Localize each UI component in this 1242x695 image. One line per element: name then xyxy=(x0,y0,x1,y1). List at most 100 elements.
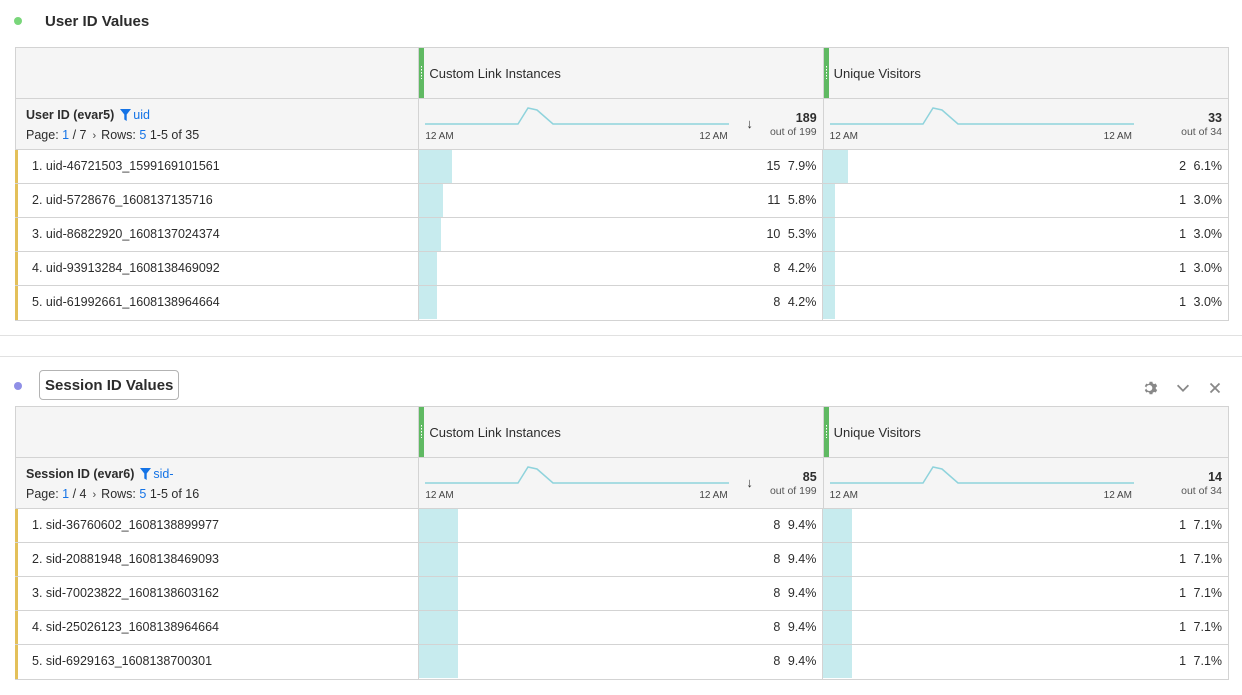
row-label[interactable]: 3. sid-70023822_1608138603162 xyxy=(32,586,219,600)
metric-grand-total: out of 199 xyxy=(769,126,817,138)
metric-percent: 7.1% xyxy=(1193,586,1223,600)
trend-sparkline xyxy=(425,466,730,484)
table-row[interactable]: 3. sid-70023822_1608138603162 8 9.4% 1 7.1% xyxy=(15,577,1228,611)
row-label[interactable]: 1. sid-36760602_1608138899977 xyxy=(32,518,219,532)
filter-chip[interactable]: uid xyxy=(120,108,150,122)
row-dimension-cell: 5. sid-6929163_1608138700301 xyxy=(15,645,419,679)
dimension-label: Session ID (evar6) xyxy=(26,467,135,481)
trend-sparkline xyxy=(829,107,1134,125)
drag-handle[interactable] xyxy=(419,407,425,457)
dimension-name[interactable]: User ID (evar5) uid xyxy=(26,108,150,122)
filter-icon xyxy=(140,468,152,480)
value-bar xyxy=(418,286,437,319)
sparkline-end-label: 12 AM xyxy=(699,490,728,501)
row-label[interactable]: 2. sid-20881948_1608138469093 xyxy=(32,552,219,566)
table-row[interactable]: 2. uid-5728676_1608137135716 11 5.8% 1 3.0% xyxy=(15,184,1228,218)
metric-column-header[interactable]: Custom Link Instances xyxy=(419,48,824,98)
chevron-down-icon[interactable] xyxy=(1174,379,1192,397)
metric-header-row: Custom Link Instances Unique Visitors xyxy=(16,407,1228,458)
metric-value: 8 xyxy=(773,261,781,275)
value-bar xyxy=(418,150,452,183)
drag-handle[interactable] xyxy=(823,48,829,98)
row-label[interactable]: 4. uid-93913284_1608138469092 xyxy=(32,261,220,275)
table-row[interactable]: 5. sid-6929163_1608138700301 8 9.4% 1 7.1% xyxy=(15,645,1228,679)
row-label[interactable]: 5. uid-61992661_1608138964664 xyxy=(32,295,220,309)
panel-header: Session ID Values xyxy=(0,363,1242,407)
filter-icon xyxy=(120,109,132,121)
metric-summary: 12 AM 12 AM 14 out of 34 xyxy=(824,458,1228,508)
metric-value: 11 xyxy=(767,193,781,207)
metric-value: 1 xyxy=(1179,295,1187,309)
metric-column-header[interactable]: Unique Visitors xyxy=(823,48,1228,98)
filter-text: uid xyxy=(133,108,150,122)
table-row[interactable]: 4. sid-25026123_1608138964664 8 9.4% 1 7.1% xyxy=(15,611,1228,645)
page-total: / 7 xyxy=(72,128,87,142)
sparkline-line xyxy=(829,107,1134,125)
table-row[interactable]: 3. uid-86822920_1608137024374 10 5.3% 1 3.0% xyxy=(15,218,1228,252)
table-row[interactable]: 1. uid-46721503_1599169101561 15 7.9% 2 6.1% xyxy=(15,150,1228,184)
metric-percent: 7.1% xyxy=(1193,552,1223,566)
next-page-icon[interactable]: › xyxy=(92,130,97,142)
metric-column-header[interactable]: Custom Link Instances xyxy=(419,407,824,457)
rows-label: Rows: xyxy=(101,128,136,142)
metric-value: 1 xyxy=(1179,586,1187,600)
metric-value: 10 xyxy=(766,227,781,241)
row-label[interactable]: 4. sid-25026123_1608138964664 xyxy=(32,620,219,634)
metric-value: 1 xyxy=(1179,193,1187,207)
table-row[interactable]: 2. sid-20881948_1608138469093 8 9.4% 1 7.1% xyxy=(15,543,1228,577)
drag-handle[interactable] xyxy=(823,407,829,457)
row-label[interactable]: 1. uid-46721503_1599169101561 xyxy=(32,159,220,173)
sparkline-start-label: 12 AM xyxy=(425,131,454,142)
value-bar xyxy=(823,645,853,678)
page-current[interactable]: 1 xyxy=(62,487,70,501)
value-bar xyxy=(418,577,458,610)
metric-value: 8 xyxy=(773,654,781,668)
metric-percent: 9.4% xyxy=(787,654,817,668)
metric-label: Unique Visitors xyxy=(833,66,921,81)
table-row[interactable]: 5. uid-61992661_1608138964664 8 4.2% 1 3.0% xyxy=(15,286,1228,320)
rows-selector[interactable]: 5 xyxy=(139,487,147,501)
gear-icon[interactable] xyxy=(1142,379,1160,397)
filter-chip[interactable]: sid- xyxy=(140,467,174,481)
metric-label: Custom Link Instances xyxy=(429,425,561,440)
sort-descending-icon[interactable]: ↓ xyxy=(746,116,753,131)
dimension-header: User ID (evar5) uid Page: 1 / 7 › Rows: 5 1-… xyxy=(16,99,420,149)
metric-label: Custom Link Instances xyxy=(429,66,561,81)
row-label[interactable]: 2. uid-5728676_1608137135716 xyxy=(32,193,213,207)
sparkline-line xyxy=(425,107,730,125)
drag-handle[interactable] xyxy=(419,48,425,98)
page-current[interactable]: 1 xyxy=(62,128,70,142)
freeform-table: Custom Link Instances Unique Visitors User… xyxy=(15,47,1229,321)
rows-selector[interactable]: 5 xyxy=(139,128,147,142)
metric-column-header[interactable]: Unique Visitors xyxy=(823,407,1228,457)
row-label[interactable]: 3. uid-86822920_1608137024374 xyxy=(32,227,220,241)
metric-value: 1 xyxy=(1179,552,1187,566)
table-row[interactable]: 4. uid-93913284_1608138469092 8 4.2% 1 3.0% xyxy=(15,252,1228,286)
next-page-icon[interactable]: › xyxy=(92,489,97,501)
table-row[interactable]: 1. sid-36760602_1608138899977 8 9.4% 1 7.1% xyxy=(15,509,1228,543)
metric-value-cell: 1 3.0% xyxy=(823,286,1228,320)
dimension-name[interactable]: Session ID (evar6) sid- xyxy=(26,467,174,481)
metric-value: 1 xyxy=(1179,620,1187,634)
close-icon[interactable] xyxy=(1206,379,1224,397)
panel-actions xyxy=(1142,379,1224,397)
metric-value: 8 xyxy=(773,620,781,634)
metric-value-cell: 1 7.1% xyxy=(823,645,1228,679)
summary-row: Session ID (evar6) sid- Page: 1 / 4 › Rows: … xyxy=(16,458,1228,509)
metric-total: 33 xyxy=(1208,111,1222,125)
metric-value-cell: 1 7.1% xyxy=(823,611,1228,644)
panel-title[interactable]: Session ID Values xyxy=(39,370,180,400)
row-dimension-cell: 1. uid-46721503_1599169101561 xyxy=(15,150,419,183)
metric-percent: 3.0% xyxy=(1193,193,1223,207)
sort-descending-icon[interactable]: ↓ xyxy=(746,475,753,490)
rows-label: Rows: xyxy=(101,487,136,501)
row-label[interactable]: 5. sid-6929163_1608138700301 xyxy=(32,654,213,668)
metric-value: 15 xyxy=(766,159,781,173)
freeform-table: Custom Link Instances Unique Visitors Sess… xyxy=(15,406,1229,680)
metric-percent: 5.8% xyxy=(787,193,817,207)
value-bar xyxy=(823,509,853,542)
panel-title[interactable]: User ID Values xyxy=(45,13,150,30)
value-bar xyxy=(823,543,853,576)
value-bar xyxy=(823,218,836,251)
value-bar xyxy=(418,543,458,576)
